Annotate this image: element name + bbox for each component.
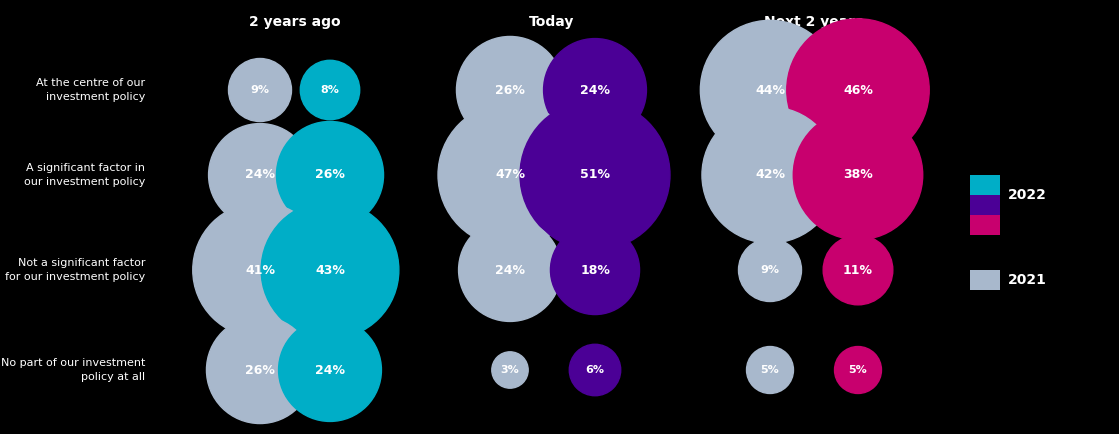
Text: 2 years ago: 2 years ago (250, 15, 341, 29)
Circle shape (520, 100, 670, 250)
Bar (970, 175, 1000, 195)
Text: No part of our investment
policy at all: No part of our investment policy at all (1, 358, 145, 381)
Text: 24%: 24% (316, 364, 345, 377)
Text: 26%: 26% (245, 364, 275, 377)
Circle shape (300, 60, 359, 120)
Circle shape (192, 203, 327, 337)
Text: 24%: 24% (495, 263, 525, 276)
Text: 41%: 41% (245, 263, 275, 276)
Circle shape (702, 107, 838, 243)
Text: 6%: 6% (585, 365, 604, 375)
Circle shape (207, 316, 313, 424)
Text: 9%: 9% (251, 85, 270, 95)
Text: 44%: 44% (755, 83, 786, 96)
Text: 24%: 24% (245, 168, 275, 181)
Text: 11%: 11% (843, 263, 873, 276)
Circle shape (824, 235, 893, 305)
Circle shape (492, 352, 528, 388)
Circle shape (438, 103, 582, 247)
Text: 47%: 47% (495, 168, 525, 181)
Text: 38%: 38% (843, 168, 873, 181)
Text: 43%: 43% (316, 263, 345, 276)
Text: 9%: 9% (761, 265, 780, 275)
Text: 26%: 26% (495, 83, 525, 96)
Text: At the centre of our
investment policy: At the centre of our investment policy (36, 79, 145, 102)
Text: 42%: 42% (755, 168, 786, 181)
Circle shape (793, 110, 923, 240)
Circle shape (570, 344, 621, 396)
Text: 46%: 46% (843, 83, 873, 96)
Circle shape (551, 225, 640, 315)
Circle shape (208, 124, 311, 227)
Text: 24%: 24% (580, 83, 610, 96)
Circle shape (835, 346, 882, 394)
Text: Not a significant factor
for our investment policy: Not a significant factor for our investm… (4, 258, 145, 282)
Text: 2021: 2021 (1008, 273, 1047, 287)
Circle shape (746, 346, 793, 394)
Text: A significant factor in
our investment policy: A significant factor in our investment p… (23, 163, 145, 187)
Circle shape (261, 201, 398, 339)
Text: 5%: 5% (761, 365, 779, 375)
Circle shape (544, 39, 647, 141)
Circle shape (457, 36, 564, 144)
Text: 26%: 26% (316, 168, 345, 181)
Text: 18%: 18% (580, 263, 610, 276)
Circle shape (739, 239, 801, 302)
Text: 8%: 8% (320, 85, 339, 95)
Circle shape (787, 19, 929, 161)
Text: 3%: 3% (500, 365, 519, 375)
Circle shape (700, 20, 839, 160)
Bar (970, 195, 1000, 215)
Circle shape (228, 59, 292, 122)
Text: 5%: 5% (848, 365, 867, 375)
Text: Next 2 years: Next 2 years (764, 15, 864, 29)
Text: 2022: 2022 (1008, 188, 1047, 202)
Bar (970, 270, 1000, 290)
Circle shape (279, 319, 382, 421)
Circle shape (276, 122, 384, 229)
Text: Today: Today (529, 15, 575, 29)
Bar (970, 215, 1000, 235)
Circle shape (459, 219, 562, 322)
Text: 51%: 51% (580, 168, 610, 181)
